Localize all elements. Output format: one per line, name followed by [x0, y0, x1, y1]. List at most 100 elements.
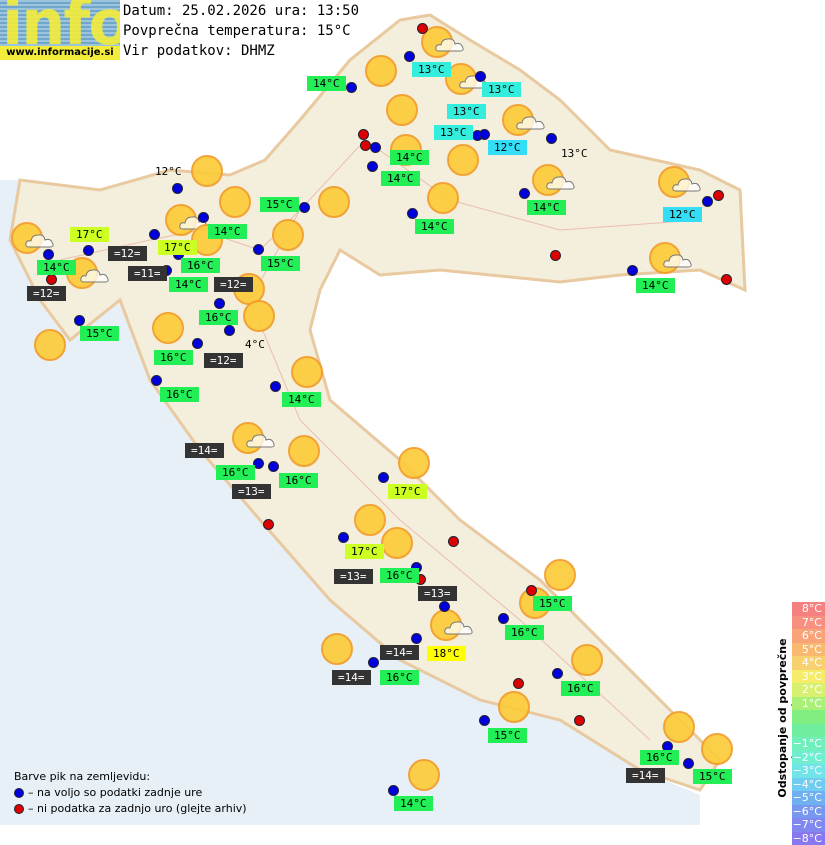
station-temp-label: 15°C [80, 326, 119, 341]
scale-step: −3°C [792, 764, 825, 778]
sun-icon [571, 644, 603, 676]
station-dot-available[interactable] [388, 785, 399, 796]
station-dot-missing[interactable] [46, 274, 57, 285]
scale-step: −6°C [792, 805, 825, 819]
station-dot-available[interactable] [370, 142, 381, 153]
station-dot-available[interactable] [627, 265, 638, 276]
station-dot-missing[interactable] [263, 519, 274, 530]
station-dot-missing[interactable] [526, 585, 537, 596]
station-temp-label: 12°C [488, 140, 527, 155]
sun-icon [498, 691, 530, 723]
station-temp-label: 14°C [390, 150, 429, 165]
station-dot-available[interactable] [224, 325, 235, 336]
cloud-icon [672, 176, 702, 192]
station-temp-label: 16°C [216, 465, 255, 480]
station-dot-available[interactable] [407, 208, 418, 219]
station-dot-available[interactable] [546, 133, 557, 144]
station-dot-missing[interactable] [713, 190, 724, 201]
station-dot-available[interactable] [498, 613, 509, 624]
station-dot-available[interactable] [479, 715, 490, 726]
station-temp-label: 15°C [533, 596, 572, 611]
sun-icon [381, 527, 413, 559]
scale-step: −1°C [792, 737, 825, 751]
station-dot-missing[interactable] [448, 536, 459, 547]
station-dot-available[interactable] [268, 461, 279, 472]
station-temp-label: 14°C [307, 76, 346, 91]
legend-title: Barve pik na zemljevidu: [14, 770, 150, 783]
station-dot-missing[interactable] [574, 715, 585, 726]
sun-icon [544, 559, 576, 591]
sun-icon [34, 329, 66, 361]
station-dot-available[interactable] [338, 532, 349, 543]
station-dot-available[interactable] [151, 375, 162, 386]
station-dot-available[interactable] [346, 82, 357, 93]
station-dot-available[interactable] [367, 161, 378, 172]
station-dot-available[interactable] [404, 51, 415, 62]
station-temp-label: 13°C [561, 146, 588, 161]
station-temp-label: 16°C [505, 625, 544, 640]
scale-step: −4°C [792, 778, 825, 792]
legend-missing: – ni podatka za zadnjo uro (glejte arhiv… [28, 802, 247, 815]
station-temp-label: 15°C [260, 197, 299, 212]
scale-step [792, 724, 825, 738]
legend-available: – na voljo so podatki zadnje ure [28, 786, 202, 799]
station-dot-available[interactable] [702, 196, 713, 207]
station-dot-available[interactable] [519, 188, 530, 199]
station-temp-label: 16°C [561, 681, 600, 696]
sun-icon [191, 155, 223, 187]
station-dot-available[interactable] [552, 668, 563, 679]
station-temp-label: =14= [185, 443, 224, 458]
station-dot-available[interactable] [149, 229, 160, 240]
station-dot-available[interactable] [198, 212, 209, 223]
scale-step: 3°C [792, 670, 825, 684]
informacije-logo[interactable]: info www.informacije.si [0, 0, 120, 60]
station-dot-missing[interactable] [360, 140, 371, 151]
station-dot-available[interactable] [43, 249, 54, 260]
station-dot-available[interactable] [479, 129, 490, 140]
station-temp-label: 14°C [415, 219, 454, 234]
sun-icon [408, 759, 440, 791]
station-dot-available[interactable] [683, 758, 694, 769]
sun-icon [386, 94, 418, 126]
station-dot-missing[interactable] [550, 250, 561, 261]
station-temp-label: 14°C [208, 224, 247, 239]
station-dot-available[interactable] [475, 71, 486, 82]
station-dot-available[interactable] [270, 381, 281, 392]
station-temp-label: =14= [626, 768, 665, 783]
scale-step: −2°C [792, 751, 825, 765]
station-dot-available[interactable] [83, 245, 94, 256]
station-dot-available[interactable] [172, 183, 183, 194]
station-dot-available[interactable] [439, 601, 450, 612]
station-dot-available[interactable] [253, 244, 264, 255]
station-dot-available[interactable] [192, 338, 203, 349]
cloud-icon [444, 619, 474, 635]
sun-icon [243, 300, 275, 332]
station-dot-missing[interactable] [358, 129, 369, 140]
station-dot-missing[interactable] [513, 678, 524, 689]
station-dot-available[interactable] [378, 472, 389, 483]
station-temp-label: 18°C [427, 646, 466, 661]
station-dot-missing[interactable] [417, 23, 428, 34]
station-temp-label: 15°C [488, 728, 527, 743]
station-temp-label: 15°C [261, 256, 300, 271]
station-dot-available[interactable] [368, 657, 379, 668]
station-dot-available[interactable] [214, 298, 225, 309]
cloud-icon [246, 432, 276, 448]
cloud-icon [546, 174, 576, 190]
station-temp-label: 14°C [169, 277, 208, 292]
scale-step: 6°C [792, 629, 825, 643]
station-temp-label: 14°C [636, 278, 675, 293]
station-dot-available[interactable] [411, 633, 422, 644]
station-temp-label: =12= [27, 286, 66, 301]
station-temp-label: 14°C [282, 392, 321, 407]
station-dot-available[interactable] [253, 458, 264, 469]
scale-step: 1°C [792, 697, 825, 711]
station-dot-available[interactable] [299, 202, 310, 213]
croatia-map [0, 0, 825, 825]
station-temp-label: 17°C [388, 484, 427, 499]
station-temp-label: 15°C [693, 769, 732, 784]
station-dot-missing[interactable] [721, 274, 732, 285]
scale-step: −5°C [792, 791, 825, 805]
logo-url[interactable]: www.informacije.si [0, 46, 120, 60]
station-dot-available[interactable] [74, 315, 85, 326]
